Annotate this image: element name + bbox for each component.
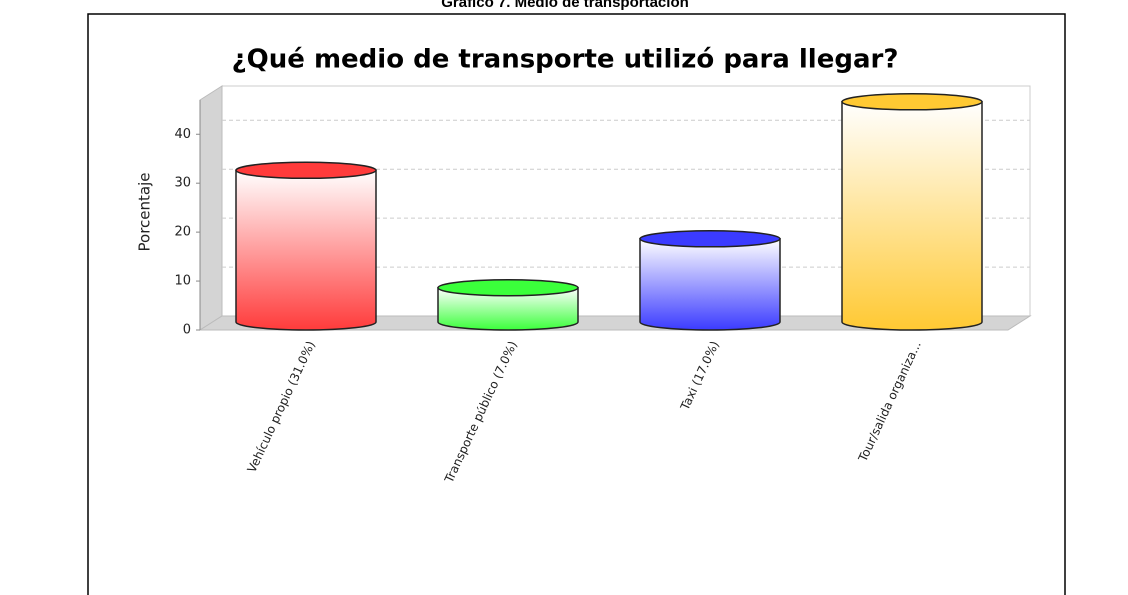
bar: [437, 286, 579, 331]
bar: [841, 101, 983, 331]
bar-top: [639, 230, 781, 248]
bar-top: [235, 161, 377, 180]
caption: Gráfico 7. Medio de transportación: [441, 0, 689, 11]
y-tick-label: 40: [174, 127, 191, 142]
y-tick-label: 10: [174, 274, 191, 289]
y-tick-label: 30: [174, 176, 191, 191]
y-tick-label: 0: [183, 323, 191, 338]
y-tick-label: 20: [174, 225, 191, 240]
side-wall: [199, 85, 223, 331]
bar-top: [841, 93, 983, 111]
chart-title: ¿Qué medio de transporte utilizó para ll…: [232, 45, 899, 75]
y-axis-label: Porcentaje: [136, 173, 154, 252]
bar: [639, 238, 781, 331]
bar: [235, 169, 377, 331]
bar-top: [437, 278, 579, 297]
